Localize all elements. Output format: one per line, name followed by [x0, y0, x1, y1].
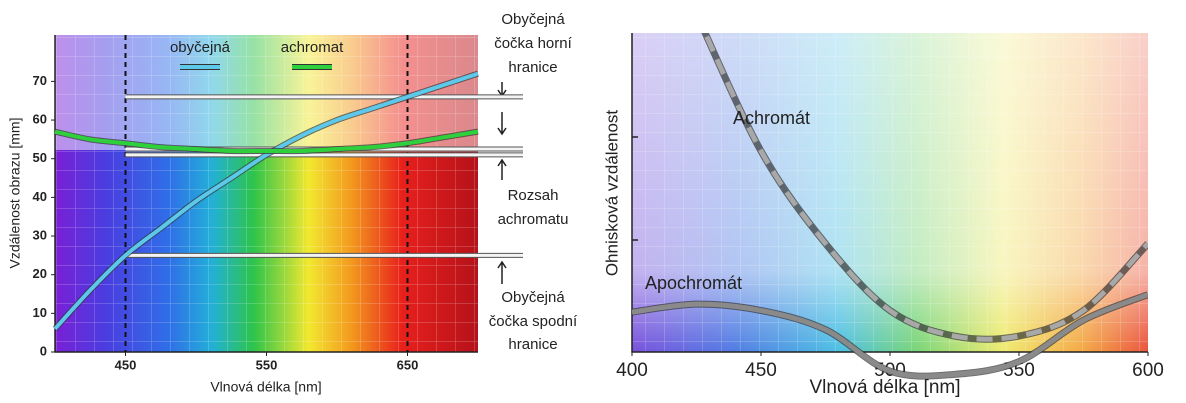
y-tick-label: 0 [40, 343, 47, 358]
x-tick-label: 400 [616, 360, 648, 381]
y-tick-label: 70 [33, 73, 47, 88]
annotation: Obyčejná [501, 11, 565, 28]
annotation: hranice [508, 59, 557, 76]
charts: Vzdálenost obrazu [mm] Vlnová délka [nm]… [0, 0, 1186, 403]
y-tick-label: 50 [33, 150, 47, 165]
series-label: Apochromát [645, 273, 742, 293]
y-tick-label: 60 [33, 111, 47, 126]
annotation: čočka horní [494, 35, 572, 52]
annotation: Obyčejná [501, 289, 565, 306]
y-tick-label: 30 [33, 227, 47, 242]
y-axis-label: Vzdálenost obrazu [mm] [7, 118, 23, 269]
annotation: Rozsah [508, 187, 559, 204]
x-tick-label: 450 [115, 357, 137, 372]
page: Vzdálenost obrazu [mm] Vlnová délka [nm]… [0, 0, 1186, 403]
x-tick-label: 650 [397, 357, 419, 372]
y-axis-label: Ohnisková vzdálenost [602, 110, 621, 277]
annotation: achromatu [498, 211, 569, 228]
grid-pattern [55, 35, 478, 352]
x-tick-label: 550 [256, 357, 278, 372]
right-panel: Ohnisková vzdálenost Vlnová délka [nm] [602, 33, 1148, 398]
x-tick-label: 600 [1132, 360, 1164, 381]
series-label: Achromát [733, 108, 810, 128]
legend-label: obyčejná [170, 39, 231, 56]
y-tick-label: 40 [33, 189, 47, 204]
x-axis-label: Vlnová délka [nm] [210, 379, 321, 395]
x-tick-label: 450 [745, 360, 777, 381]
annotation: hranice [508, 336, 557, 353]
y-tick-label: 20 [33, 266, 47, 281]
legend-label: achromat [281, 39, 344, 56]
annotation: čočka spodní [489, 313, 578, 330]
y-tick-label: 10 [33, 305, 47, 320]
